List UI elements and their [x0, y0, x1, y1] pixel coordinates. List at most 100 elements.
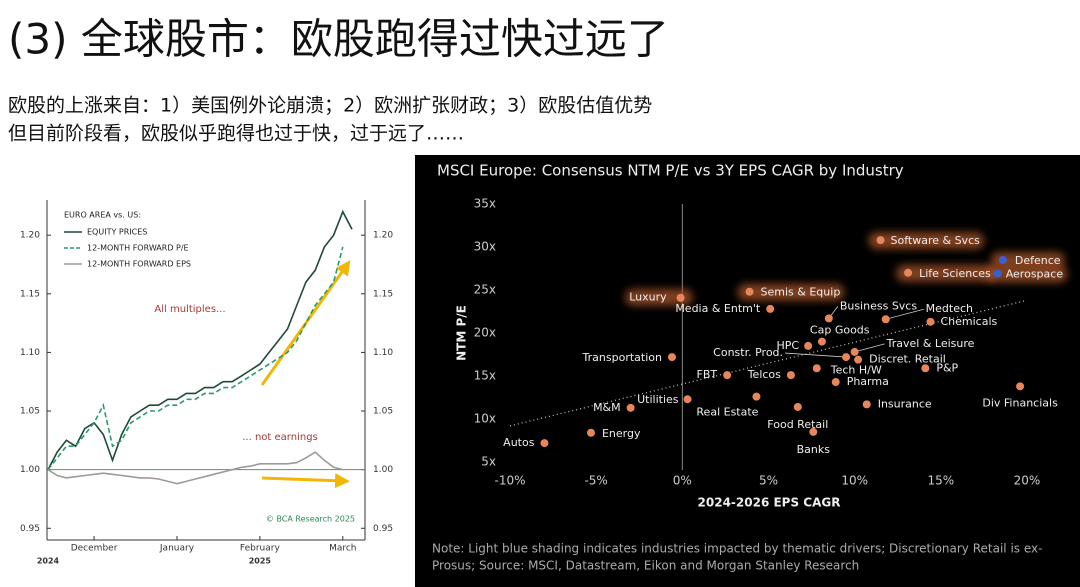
subtitle-line: 但目前阶段看，欧股似乎跑得也过于快，过于远了…… — [8, 123, 464, 145]
y-tick-label: 10x — [474, 412, 496, 426]
point — [926, 317, 935, 326]
point-label: Insurance — [878, 397, 932, 410]
point — [809, 427, 818, 436]
point-label: Banks — [797, 443, 831, 456]
x-tick-label: 15% — [927, 474, 954, 488]
point-label: Medtech — [926, 302, 973, 315]
y-tick-label: 1.20 — [20, 231, 40, 241]
x-axis-label: 2024-2026 EPS CAGR — [698, 496, 841, 510]
y-tick-label: 30x — [474, 240, 496, 254]
point — [676, 293, 685, 302]
y-tick-label: 35x — [474, 197, 496, 211]
point — [854, 355, 863, 364]
point-label: Discret. Retail — [869, 353, 946, 366]
point-label: Travel & Leisure — [886, 337, 975, 350]
legend-label: EQUITY PRICES — [87, 228, 147, 237]
note: Note: Light blue shading indicates indus… — [432, 542, 1042, 556]
highlight-glow — [985, 265, 1068, 283]
slide-title: (3) 全球股市：欧股跑得过快过远了 — [8, 15, 669, 64]
y-tick-label: 1.00 — [20, 465, 40, 475]
right-panel — [415, 155, 1080, 587]
highlight-glow — [896, 264, 996, 282]
point-label: Telcos — [747, 368, 781, 381]
point — [812, 364, 821, 373]
x-tick-label: 10% — [841, 474, 868, 488]
annotation: All multiples... — [154, 304, 225, 315]
x-tick-label: December — [71, 544, 118, 554]
point-label: Life Sciences — [919, 267, 991, 280]
y-tick-label: 1.10 — [373, 348, 393, 358]
point — [904, 268, 913, 277]
point — [766, 304, 775, 313]
x-tick-label: -10% — [494, 474, 525, 488]
x-tick-label: 0% — [673, 474, 692, 488]
point-label: Semis & Equip — [761, 286, 841, 299]
point — [752, 392, 761, 401]
point-label: Energy — [602, 427, 641, 440]
line-series — [47, 451, 344, 485]
y-tick-label: 20x — [474, 326, 496, 340]
highlight-glow — [625, 288, 693, 306]
x-tick-label: -5% — [584, 474, 607, 488]
point — [683, 395, 692, 404]
y-tick-label: 1.05 — [373, 407, 393, 417]
point — [804, 341, 813, 350]
point — [667, 353, 676, 362]
x-tick-label: February — [240, 544, 281, 554]
point — [745, 287, 754, 296]
y-tick-label: 25x — [474, 283, 496, 297]
legend-title: EURO AREA vs. US: — [64, 211, 141, 220]
y-tick-label: 5x — [481, 455, 496, 469]
point — [831, 378, 840, 387]
leader-line — [885, 308, 924, 320]
arrow — [261, 473, 350, 489]
legend-label: 12-MONTH FORWARD P/E — [87, 244, 189, 253]
point-label: Div Financials — [982, 396, 1058, 409]
point — [540, 439, 549, 448]
subtitle-line: 欧股的上涨来自：1）美国例外论崩溃；2）欧洲扩张财政；3）欧股估值优势 — [8, 95, 652, 117]
y-tick-label: 1.05 — [20, 407, 40, 417]
highlight-glow — [737, 283, 845, 301]
point-label: Cap Goods — [810, 324, 870, 337]
point — [817, 337, 826, 346]
line-series — [47, 209, 353, 471]
point-label: Defence — [1015, 254, 1061, 267]
x-year-label: 2025 — [249, 557, 272, 566]
y-tick-label: 1.15 — [20, 289, 40, 299]
y-tick-label: 0.95 — [373, 524, 393, 534]
y-tick-label: 1.15 — [373, 289, 393, 299]
point — [850, 347, 859, 356]
point-label: Real Estate — [696, 406, 758, 419]
point — [793, 402, 802, 411]
y-tick-label: 0.95 — [20, 524, 40, 534]
point-label: Luxury — [629, 291, 667, 304]
x-tick-label: January — [159, 544, 195, 554]
y-tick-label: 15x — [474, 369, 496, 383]
point-label: FBT — [697, 368, 718, 381]
point-label: Aerospace — [1006, 268, 1064, 281]
point — [998, 255, 1007, 264]
point-label: HPC — [777, 339, 800, 352]
point-label: Software & Svcs — [891, 234, 981, 247]
point — [626, 403, 635, 412]
point — [586, 428, 595, 437]
point — [881, 315, 890, 324]
point-label: Media & Entm't — [675, 302, 761, 315]
point-label: Autos — [503, 436, 535, 449]
y-axis-label: NTM P/E — [455, 305, 469, 361]
point-label: Pharma — [847, 375, 889, 388]
point-label: P&P — [936, 361, 958, 374]
point-label: Chemicals — [940, 315, 997, 328]
point — [862, 400, 871, 409]
x-tick-label: March — [329, 544, 356, 554]
point — [824, 314, 833, 323]
point — [723, 371, 732, 380]
point — [993, 269, 1002, 278]
point — [786, 371, 795, 380]
y-tick-label: 1.10 — [20, 348, 40, 358]
x-year-label: 2024 — [37, 557, 60, 566]
line-series — [47, 246, 344, 471]
point — [1016, 382, 1025, 391]
point — [876, 236, 885, 245]
